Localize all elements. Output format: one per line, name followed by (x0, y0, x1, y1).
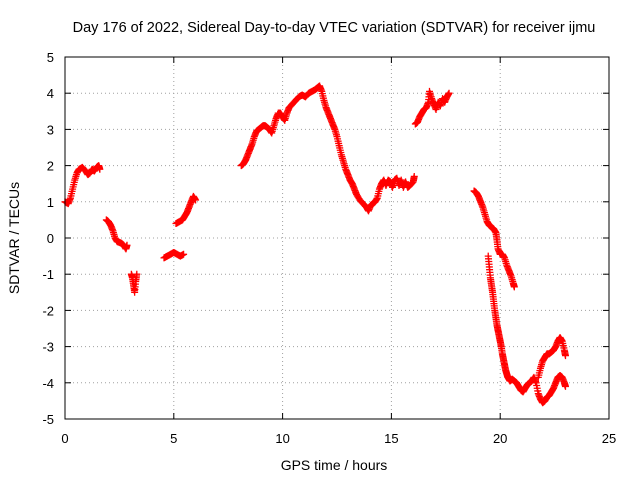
data-point (123, 241, 131, 249)
y-tick-label: 4 (47, 86, 54, 101)
y-tick-label: 3 (47, 122, 54, 137)
x-axis-label: GPS time / hours (281, 457, 388, 473)
data-points (61, 82, 569, 407)
y-tick-label: -3 (42, 340, 54, 355)
data-point (561, 352, 569, 360)
y-tick-label: 5 (47, 50, 54, 65)
chart-title: Day 176 of 2022, Sidereal Day-to-day VTE… (73, 20, 596, 36)
data-point (561, 382, 569, 390)
x-tick-label: 25 (602, 431, 616, 446)
y-tick-label: -5 (42, 412, 54, 427)
y-tick-label: 1 (47, 195, 54, 210)
data-point (192, 196, 200, 204)
y-tick-label: 2 (47, 159, 54, 174)
data-point (510, 283, 518, 291)
y-tick-label: -1 (42, 267, 54, 282)
data-point (96, 165, 104, 173)
x-tick-label: 5 (170, 431, 177, 446)
x-tick-label: 20 (493, 431, 507, 446)
y-tick-label: -2 (42, 303, 54, 318)
data-point (445, 89, 453, 97)
y-tick-label: 0 (47, 231, 54, 246)
y-axis-label: SDTVAR / TECUs (6, 182, 22, 294)
series-sdtvar (61, 82, 569, 407)
data-point (180, 250, 188, 258)
y-tick-label: -4 (42, 376, 54, 391)
data-point (410, 172, 418, 180)
x-tick-label: 15 (384, 431, 398, 446)
x-tick-label: 0 (61, 431, 68, 446)
x-tick-label: 10 (275, 431, 289, 446)
data-point (133, 270, 141, 278)
tick-labels: 0 5 10 15 20 25 -5 -4 -3 -2 -1 0 1 2 3 4 5 (42, 50, 616, 446)
plot-frame (64, 56, 610, 420)
